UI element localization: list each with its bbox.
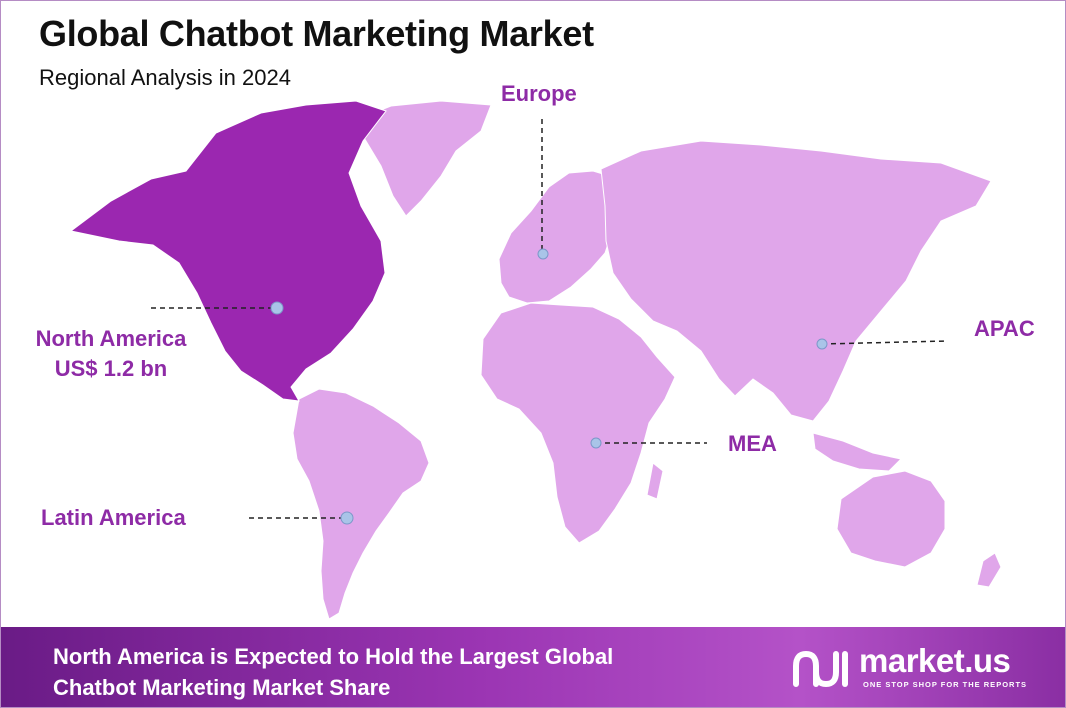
- brand-tagline: ONE STOP SHOP FOR THE REPORTS: [863, 680, 1028, 689]
- markers: [270, 248, 828, 525]
- marker-apac: [816, 338, 828, 350]
- asia-shape: [600, 140, 992, 422]
- brand-name: market.us: [859, 642, 1011, 679]
- label-latin-america: Latin America: [41, 505, 186, 530]
- greenland: [352, 100, 492, 217]
- footer-headline-line1: North America is Expected to Hold the La…: [53, 644, 614, 669]
- new-zealand: [976, 552, 1002, 588]
- market-us-logo-icon: [793, 651, 848, 687]
- page-subtitle: Regional Analysis in 2024: [39, 65, 291, 90]
- latin-america-shape: [292, 388, 430, 620]
- connector-apac: [821, 340, 948, 345]
- connectors: [151, 119, 948, 519]
- se-asia-islands: [812, 432, 903, 472]
- region-value-north-america: US$ 1.2 bn: [54, 356, 168, 381]
- africa-shape: [480, 302, 676, 544]
- label-apac: APAC: [974, 316, 1035, 341]
- highlight-region: [69, 100, 387, 402]
- madagascar: [646, 462, 664, 500]
- footer-headline-line2: Chatbot Marketing Market Share: [53, 675, 391, 700]
- australia-shape: [836, 470, 946, 568]
- marker-mea: [590, 437, 602, 449]
- europe-shape: [498, 170, 622, 304]
- footer-banner: [1, 627, 1065, 707]
- label-mea: MEA: [728, 431, 777, 456]
- footer-headline: North America is Expected to Hold the La…: [53, 641, 753, 703]
- label-europe: Europe: [501, 81, 577, 106]
- other-regions: [292, 100, 1002, 620]
- north-america-shape: [69, 100, 387, 402]
- marker-europe: [537, 248, 549, 260]
- marker-north-america: [270, 301, 284, 315]
- label-north-america: North America US$ 1.2 bn: [15, 324, 207, 384]
- marker-latin-america: [340, 511, 354, 525]
- world-map: [69, 100, 1002, 620]
- region-name-north-america: North America: [35, 326, 187, 351]
- page-title: Global Chatbot Marketing Market: [39, 13, 594, 54]
